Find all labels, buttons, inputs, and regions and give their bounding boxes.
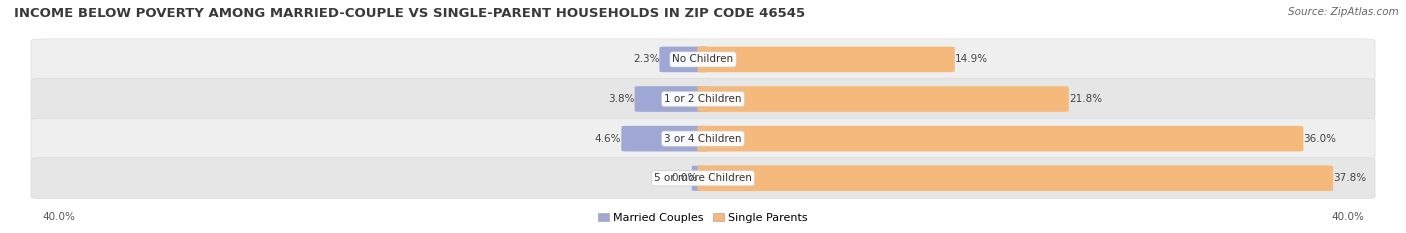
Legend: Married Couples, Single Parents: Married Couples, Single Parents [593,209,813,227]
Text: No Children: No Children [672,55,734,64]
FancyBboxPatch shape [659,47,709,72]
Text: 2.3%: 2.3% [633,55,659,64]
Text: 0.0%: 0.0% [671,173,697,183]
FancyBboxPatch shape [697,86,1069,112]
FancyBboxPatch shape [634,86,709,112]
Text: 14.9%: 14.9% [955,55,988,64]
Text: 4.6%: 4.6% [595,134,621,144]
Text: Source: ZipAtlas.com: Source: ZipAtlas.com [1288,7,1399,17]
FancyBboxPatch shape [697,126,1303,151]
Text: 3.8%: 3.8% [609,94,634,104]
FancyBboxPatch shape [697,47,955,72]
FancyBboxPatch shape [692,166,707,191]
Text: 40.0%: 40.0% [42,212,75,222]
FancyBboxPatch shape [31,39,1375,80]
FancyBboxPatch shape [31,79,1375,120]
FancyBboxPatch shape [31,118,1375,159]
Text: 36.0%: 36.0% [1303,134,1336,144]
Text: 40.0%: 40.0% [1331,212,1364,222]
FancyBboxPatch shape [697,165,1333,191]
Text: 3 or 4 Children: 3 or 4 Children [664,134,742,144]
FancyBboxPatch shape [31,158,1375,199]
Text: 1 or 2 Children: 1 or 2 Children [664,94,742,104]
Text: 5 or more Children: 5 or more Children [654,173,752,183]
Text: 37.8%: 37.8% [1333,173,1367,183]
Text: 21.8%: 21.8% [1069,94,1102,104]
Text: INCOME BELOW POVERTY AMONG MARRIED-COUPLE VS SINGLE-PARENT HOUSEHOLDS IN ZIP COD: INCOME BELOW POVERTY AMONG MARRIED-COUPL… [14,7,806,20]
FancyBboxPatch shape [621,126,709,151]
